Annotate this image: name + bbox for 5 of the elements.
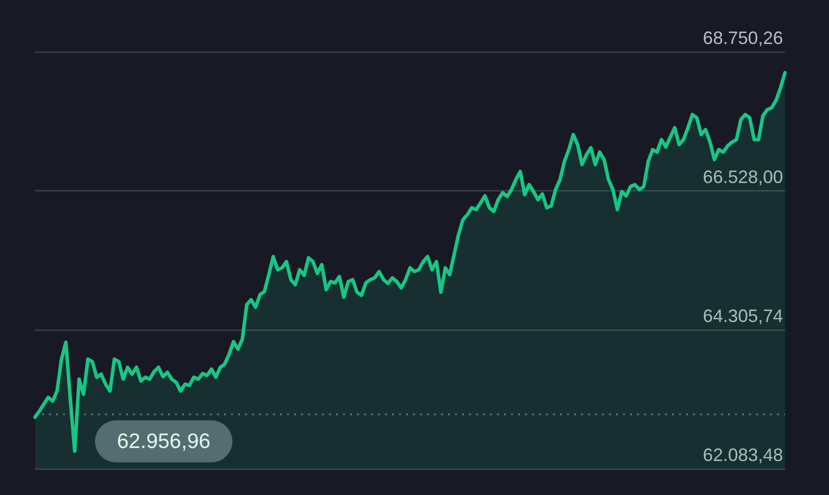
y-tick-label: 62.083,48 [702,444,783,465]
y-tick-label: 68.750,26 [702,28,783,48]
ref-line-label: 62.956,96 [117,430,210,454]
y-tick-label: 64.305,74 [702,306,783,326]
y-tick-label: 66.528,00 [702,166,783,187]
